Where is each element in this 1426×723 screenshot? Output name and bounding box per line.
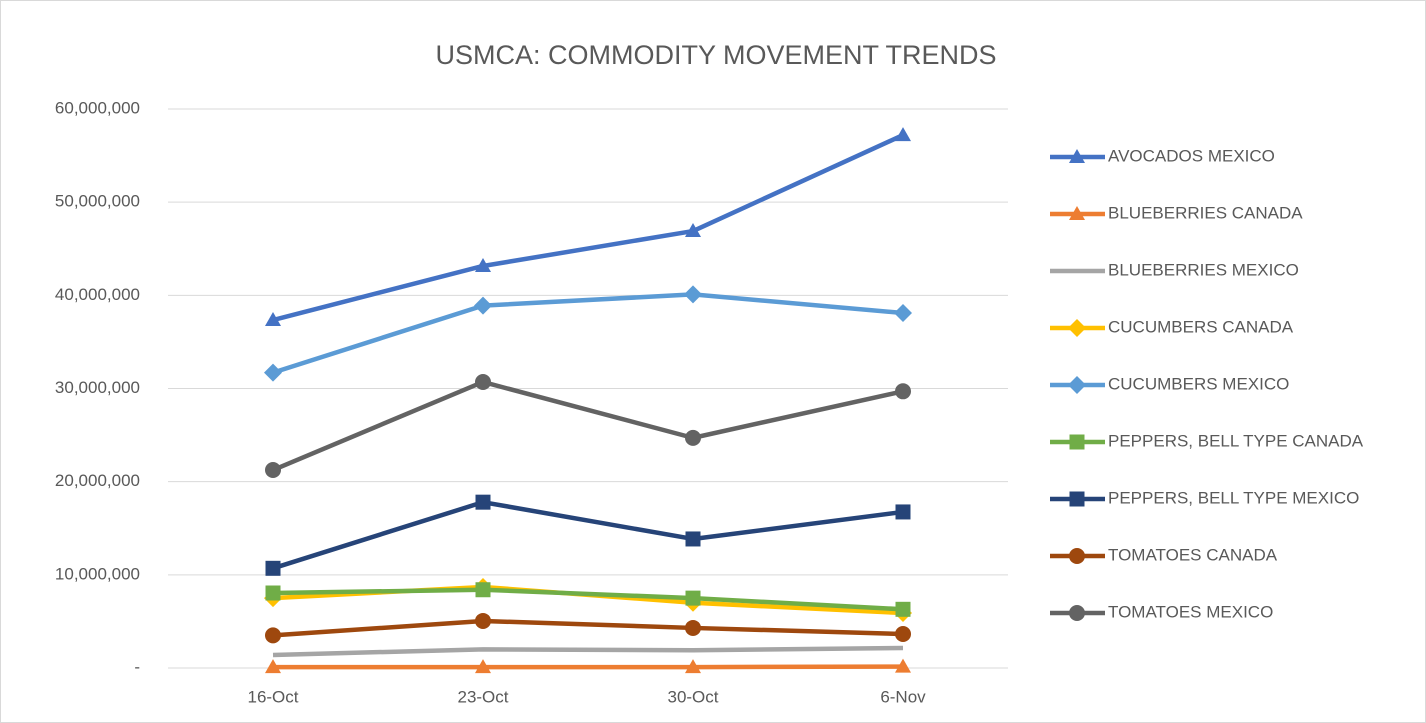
series-line: [272, 292, 904, 375]
data-point: [684, 285, 702, 304]
legend-marker: [1068, 376, 1086, 394]
chart-title: USMCA: COMMODITY MOVEMENT TRENDS: [435, 40, 996, 70]
data-point: [895, 601, 911, 617]
x-tick-label: 16-Oct: [247, 687, 298, 706]
data-point: [265, 659, 281, 674]
legend-label: CUCUMBERS CANADA: [1108, 317, 1294, 336]
legend-label: PEPPERS, BELL TYPE CANADA: [1108, 431, 1364, 450]
x-tick-label: 30-Oct: [667, 687, 718, 706]
data-point: [265, 312, 281, 327]
data-point: [475, 659, 491, 674]
legend-marker: [1069, 149, 1085, 163]
legend-marker: [1069, 548, 1085, 564]
x-tick-label: 6-Nov: [880, 687, 926, 706]
legend-label: AVOCADOS MEXICO: [1108, 146, 1275, 165]
legend-label: TOMATOES MEXICO: [1108, 602, 1273, 621]
legend-label: CUCUMBERS MEXICO: [1108, 374, 1289, 393]
series-line: [272, 618, 904, 638]
y-tick-label: 40,000,000: [55, 285, 140, 304]
data-point: [265, 585, 281, 601]
y-tick-label: 10,000,000: [55, 564, 140, 583]
data-point: [475, 582, 491, 598]
data-point: [894, 304, 912, 323]
y-tick-label: 60,000,000: [55, 98, 140, 117]
series-line: [272, 645, 904, 658]
data-point: [895, 658, 911, 673]
data-point: [685, 223, 701, 238]
series-line: [272, 499, 904, 571]
y-tick-label: -: [134, 657, 140, 676]
y-tick-label: 50,000,000: [55, 192, 140, 211]
data-point: [475, 494, 491, 510]
data-point: [685, 531, 701, 547]
data-point: [685, 590, 701, 606]
data-point: [685, 619, 701, 636]
legend-marker: [1069, 491, 1085, 507]
data-point: [685, 659, 701, 674]
data-point: [895, 383, 911, 400]
data-point: [475, 612, 491, 629]
data-point: [265, 627, 281, 644]
series-line: [272, 379, 904, 473]
legend-marker: [1069, 605, 1085, 621]
legend-label: TOMATOES CANADA: [1108, 545, 1278, 564]
data-point: [895, 127, 911, 142]
x-tick-label: 23-Oct: [457, 687, 508, 706]
legend-marker: [1069, 434, 1085, 450]
data-point: [895, 625, 911, 642]
data-point: [685, 429, 701, 446]
data-point: [265, 462, 281, 479]
legend-label: PEPPERS, BELL TYPE MEXICO: [1108, 488, 1359, 507]
data-point: [895, 504, 911, 520]
y-tick-label: 30,000,000: [55, 378, 140, 397]
legend-label: BLUEBERRIES CANADA: [1108, 203, 1303, 222]
data-point: [264, 363, 282, 382]
data-point: [475, 373, 491, 390]
data-point: [265, 560, 281, 576]
legend-marker: [1069, 206, 1085, 220]
series-line: [272, 133, 904, 323]
data-point: [474, 296, 492, 315]
legend-label: BLUEBERRIES MEXICO: [1108, 260, 1299, 279]
series-line: [272, 587, 904, 612]
legend-marker: [1068, 319, 1086, 337]
y-tick-label: 20,000,000: [55, 471, 140, 490]
data-point: [475, 257, 491, 272]
